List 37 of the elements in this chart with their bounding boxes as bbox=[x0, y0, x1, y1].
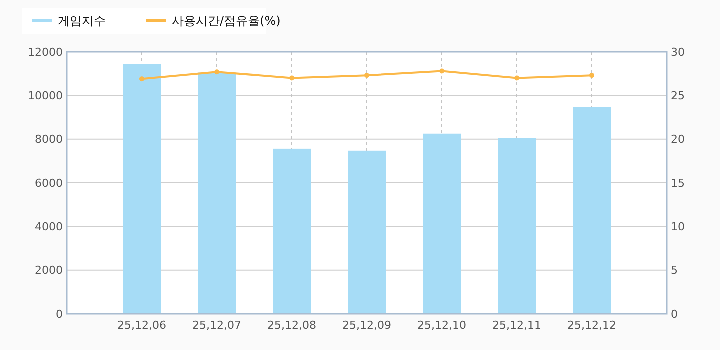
bar bbox=[573, 107, 611, 314]
x-tick-label: 25,12,12 bbox=[568, 319, 616, 332]
bar bbox=[273, 148, 311, 314]
bar bbox=[423, 134, 461, 314]
legend-label: 게임지수 bbox=[58, 14, 106, 28]
y2-tick-label: 0 bbox=[671, 308, 678, 321]
x-tick-label: 25,12,08 bbox=[268, 319, 316, 332]
bar bbox=[198, 72, 236, 314]
x-tick-label: 25,12,10 bbox=[418, 319, 466, 332]
point bbox=[290, 76, 294, 81]
y2-tick-label: 5 bbox=[671, 264, 678, 278]
point bbox=[214, 70, 220, 75]
y-tick-label: 4000 bbox=[35, 220, 63, 234]
y-tick-label: 8000 bbox=[35, 133, 63, 146]
point bbox=[514, 76, 520, 81]
y2-tick-label: 20 bbox=[671, 133, 685, 146]
point bbox=[440, 68, 444, 74]
point bbox=[590, 73, 594, 78]
y2-tick-label: 15 bbox=[671, 176, 685, 190]
x-tick-label: 25,12,09 bbox=[342, 319, 392, 332]
y-tick-label: 10000 bbox=[28, 90, 63, 103]
bar bbox=[348, 150, 386, 314]
point bbox=[364, 73, 370, 78]
x-tick-label: 25,12,06 bbox=[118, 319, 166, 332]
x-tick-label: 25,12,07 bbox=[192, 319, 242, 332]
legend-label: 사용시간/점유율(%) bbox=[172, 14, 281, 28]
y-tick-label: 0 bbox=[56, 308, 63, 321]
bar bbox=[123, 64, 161, 314]
y-tick-label: 12000 bbox=[28, 46, 63, 59]
y2-tick-label: 30 bbox=[671, 46, 685, 59]
y2-tick-label: 10 bbox=[671, 220, 685, 234]
x-tick-label: 25,12,11 bbox=[492, 319, 542, 332]
y2-tick-label: 25 bbox=[671, 90, 685, 103]
y-tick-label: 6000 bbox=[35, 176, 63, 190]
y-tick-label: 2000 bbox=[35, 264, 63, 278]
bar bbox=[498, 138, 536, 314]
point bbox=[140, 76, 144, 82]
